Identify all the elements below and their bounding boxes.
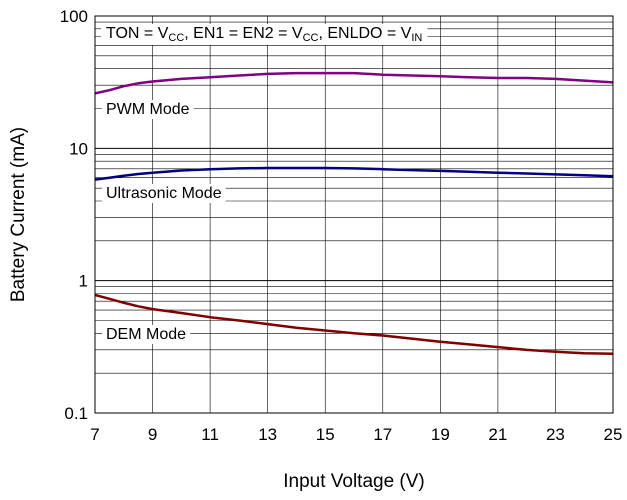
x-axis-label: Input Voltage (V) [283, 471, 425, 492]
y-tick-label: 100 [60, 7, 88, 26]
y-tick-label: 1 [79, 272, 88, 291]
condition-annotation-text: TON = VCC, EN1 = EN2 = VCC, ENLDO = VIN [106, 25, 422, 44]
condition-text-part: TON = V [106, 25, 169, 42]
condition-text-part: , EN1 = EN2 = V [184, 25, 303, 42]
x-tick-label: 13 [258, 425, 277, 444]
series-line-2 [94, 293, 614, 356]
series-label-bg-0 [102, 100, 194, 119]
x-tick-label: 9 [148, 425, 157, 444]
y-axis-label: Battery Current (mA) [8, 127, 29, 302]
x-tick-label: 21 [488, 425, 507, 444]
series-label-bg-2 [102, 325, 191, 344]
condition-text-part: , ENLDO = V [318, 25, 411, 42]
grid-lines [94, 16, 614, 414]
condition-subscript: CC [303, 32, 319, 44]
plot-frame [94, 15, 614, 414]
series-label-1: Ultrasonic Mode [106, 185, 222, 202]
series-label-0: PWM Mode [106, 101, 190, 118]
x-tick-label: 23 [546, 425, 565, 444]
condition-annotation: TON = VCC, EN1 = EN2 = VCC, ENLDO = VIN [101, 24, 428, 45]
x-tick-label: 11 [201, 425, 219, 444]
y-tick-label: 10 [69, 139, 88, 158]
x-tick-label: 15 [316, 425, 335, 444]
series-line-0 [94, 71, 614, 95]
series-label-bg-1 [102, 184, 226, 203]
y-tick-label: 0.1 [64, 404, 88, 423]
x-tick-label: 19 [431, 425, 450, 444]
series-lines [94, 71, 614, 356]
x-tick-label: 25 [604, 425, 623, 444]
x-tick-label: 17 [373, 425, 392, 444]
condition-subscript: CC [168, 32, 184, 44]
x-tick-label: 7 [90, 425, 99, 444]
series-labels: PWM Mode Ultrasonic Mode DEM Mode [102, 100, 226, 344]
series-label-2: DEM Mode [106, 326, 186, 343]
tick-labels: 7 9 11 13 15 17 19 21 23 25 0.1 1 10 100 [60, 7, 623, 444]
series-line-1 [94, 166, 614, 181]
condition-subscript: IN [411, 32, 422, 44]
condition-annotation-background [101, 24, 428, 45]
